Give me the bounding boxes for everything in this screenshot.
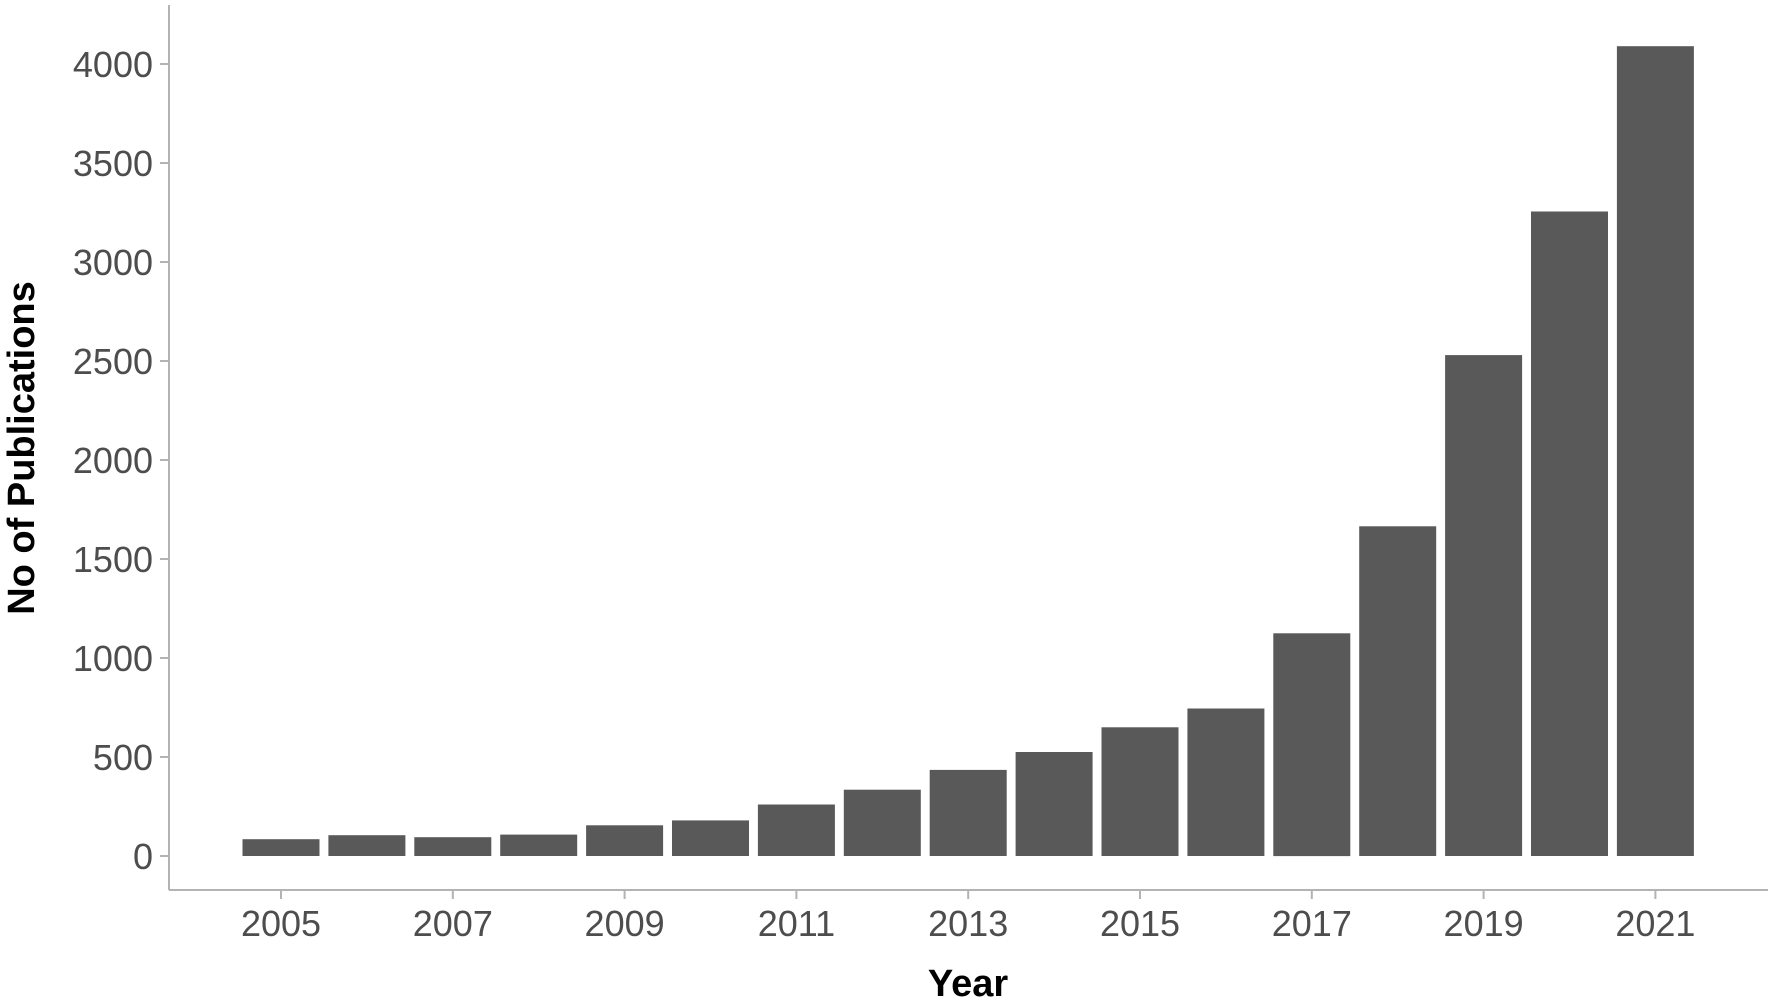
y-axis-title: No of Publications (1, 281, 43, 615)
x-axis-title: Year (928, 963, 1009, 1003)
y-tick-label-0: 0 (133, 836, 153, 877)
x-tick-label-2005: 2005 (241, 903, 321, 944)
bar-2008 (500, 834, 578, 856)
bar-2018 (1359, 526, 1437, 856)
y-tick-label-500: 500 (93, 737, 153, 778)
y-tick-label-3500: 3500 (73, 143, 153, 184)
bar-2019 (1445, 355, 1523, 856)
x-ticks-group: 2005 2007 2009 2011 2013 2015 2017 2019 2021 (241, 890, 1695, 944)
bar-2013 (929, 769, 1007, 856)
y-tick-label-1000: 1000 (73, 638, 153, 679)
bars-group (242, 46, 1694, 857)
y-tick-label-3000: 3000 (73, 242, 153, 283)
bar-2015 (1101, 727, 1179, 856)
bar-2012 (843, 789, 921, 856)
y-ticks-group: 0 500 1000 1500 2000 2500 3000 3500 4000 (73, 44, 169, 877)
bar-2020 (1531, 211, 1608, 856)
x-tick-label-2021: 2021 (1615, 903, 1695, 944)
y-tick-label-2500: 2500 (73, 341, 153, 382)
bar-2006 (328, 835, 406, 856)
x-tick-label-2011: 2011 (758, 903, 835, 944)
x-tick-label-2015: 2015 (1100, 903, 1180, 944)
x-tick-label-2013: 2013 (928, 903, 1008, 944)
x-tick-label-2019: 2019 (1444, 903, 1524, 944)
bar-2007 (414, 837, 492, 856)
y-tick-label-4000: 4000 (73, 44, 153, 85)
bar-2005 (242, 839, 320, 856)
bar-2014 (1015, 752, 1093, 856)
axes-group (168, 5, 1768, 891)
bar-2011 (757, 804, 835, 856)
bar-2016 (1187, 708, 1265, 856)
bar-2021 (1616, 46, 1694, 856)
x-tick-label-2017: 2017 (1272, 903, 1352, 944)
x-tick-label-2007: 2007 (413, 903, 493, 944)
bar-2017 (1273, 633, 1351, 857)
y-tick-label-1500: 1500 (73, 539, 153, 580)
y-tick-label-2000: 2000 (73, 440, 153, 481)
bar-2009 (586, 825, 664, 856)
x-tick-label-2009: 2009 (585, 903, 665, 944)
bar-2010 (672, 820, 749, 856)
